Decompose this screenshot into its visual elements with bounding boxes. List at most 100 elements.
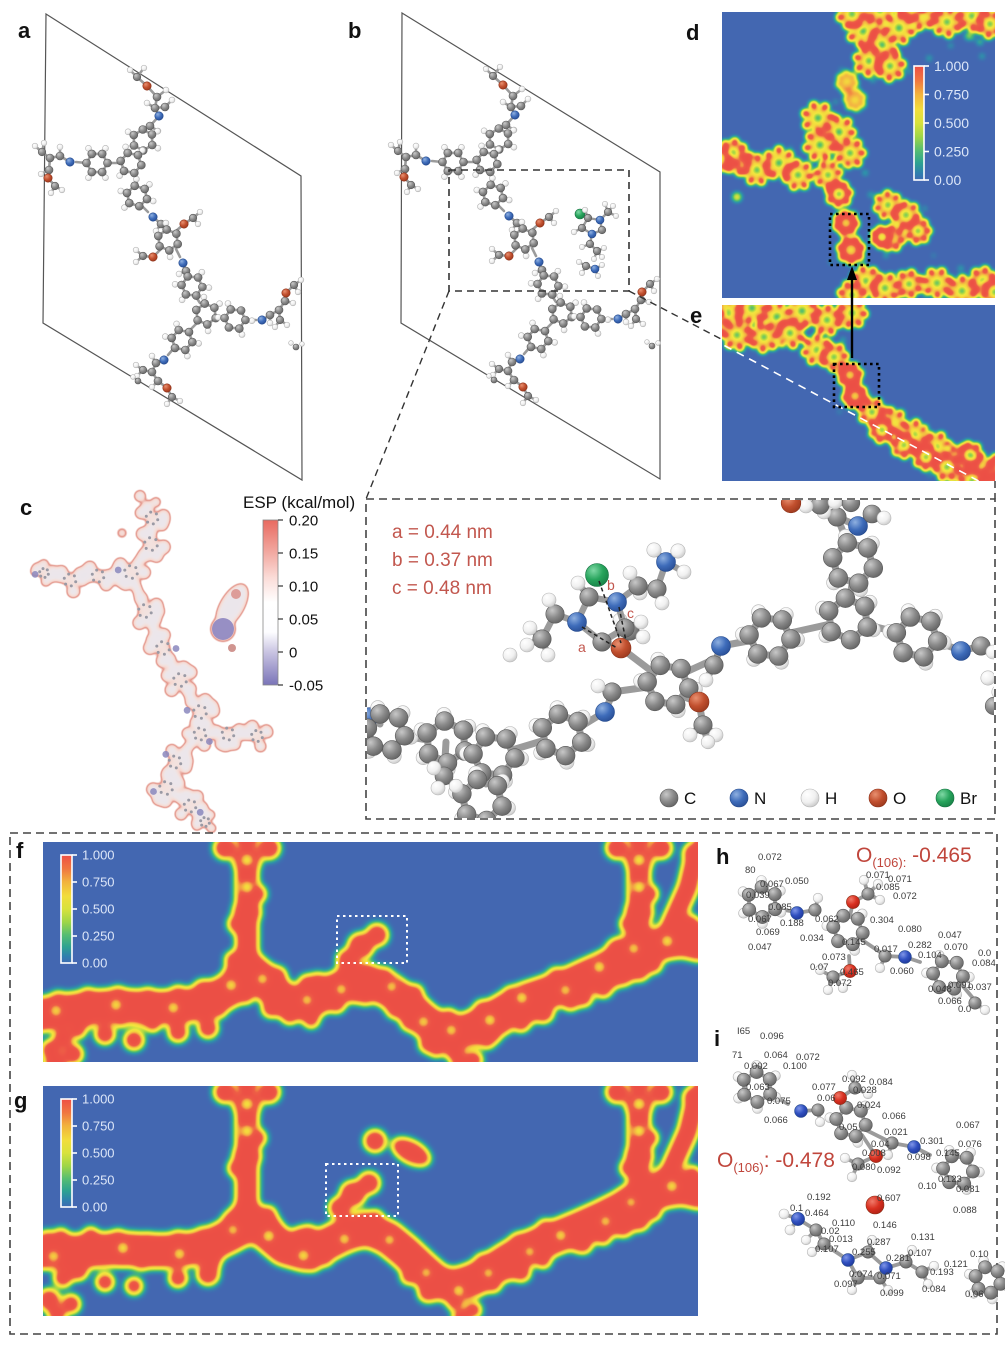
svg-text:0.072: 0.072 xyxy=(758,852,782,863)
svg-text:0.607: 0.607 xyxy=(877,1193,901,1204)
svg-text:0.092: 0.092 xyxy=(842,1074,866,1085)
svg-text:0.500: 0.500 xyxy=(82,1146,115,1161)
svg-text:0.075: 0.075 xyxy=(767,1096,791,1107)
svg-text:0.062: 0.062 xyxy=(815,914,839,925)
svg-text:0.131: 0.131 xyxy=(911,1232,935,1243)
svg-text:0.080: 0.080 xyxy=(898,924,922,935)
svg-text:0.104: 0.104 xyxy=(918,950,942,961)
svg-text:0.024: 0.024 xyxy=(857,1100,881,1111)
svg-text:80: 80 xyxy=(745,865,756,876)
svg-text:0.20: 0.20 xyxy=(289,512,318,529)
svg-text:0.039: 0.039 xyxy=(746,890,770,901)
svg-text:0.00: 0.00 xyxy=(82,956,107,971)
svg-text:0.002: 0.002 xyxy=(744,1061,768,1072)
svg-text:0.084: 0.084 xyxy=(922,1284,946,1295)
svg-text:0.250: 0.250 xyxy=(934,144,969,160)
svg-text:0.081: 0.081 xyxy=(956,1184,980,1195)
svg-text:0.080: 0.080 xyxy=(852,1162,876,1173)
svg-text:0.255: 0.255 xyxy=(852,1247,876,1258)
svg-text:0.145: 0.145 xyxy=(842,937,866,948)
svg-text:0.077: 0.077 xyxy=(812,1082,836,1093)
svg-text:0.066: 0.066 xyxy=(764,1115,788,1126)
svg-text:0.066: 0.066 xyxy=(882,1111,906,1122)
svg-text:0.146: 0.146 xyxy=(873,1220,897,1231)
svg-text:0.071: 0.071 xyxy=(866,870,890,881)
svg-text:0.047: 0.047 xyxy=(748,942,772,953)
svg-text:a: a xyxy=(578,639,586,655)
svg-text:0.037: 0.037 xyxy=(968,982,992,993)
svg-text:0.067: 0.067 xyxy=(956,1120,980,1131)
svg-text:0.071: 0.071 xyxy=(877,1271,901,1282)
svg-text:a: a xyxy=(18,18,31,43)
svg-text:0: 0 xyxy=(289,644,297,661)
svg-text:0.021: 0.021 xyxy=(884,1127,908,1138)
svg-text:0.301: 0.301 xyxy=(920,1136,944,1147)
svg-text:e: e xyxy=(690,303,702,328)
svg-text:0.10: 0.10 xyxy=(289,578,318,595)
svg-text:0.107: 0.107 xyxy=(908,1248,932,1259)
svg-text:b: b xyxy=(348,18,361,43)
svg-text:0.034: 0.034 xyxy=(800,933,824,944)
svg-text:0.500: 0.500 xyxy=(934,115,969,131)
svg-text:0.250: 0.250 xyxy=(82,929,115,944)
svg-text:0.281: 0.281 xyxy=(886,1253,910,1264)
svg-text:0.10: 0.10 xyxy=(970,1249,989,1260)
svg-text:0.017: 0.017 xyxy=(874,944,898,955)
svg-text:ESP (kcal/mol): ESP (kcal/mol) xyxy=(243,493,355,512)
svg-text:0.05: 0.05 xyxy=(839,1122,858,1133)
svg-text:0.1: 0.1 xyxy=(790,1203,803,1214)
svg-text:0.750: 0.750 xyxy=(82,1119,115,1134)
svg-text:0.107: 0.107 xyxy=(815,1244,839,1255)
svg-text:N: N xyxy=(754,789,766,808)
svg-text:1.000: 1.000 xyxy=(82,848,115,863)
svg-text:0.192: 0.192 xyxy=(807,1192,831,1203)
svg-text:0.070: 0.070 xyxy=(944,942,968,953)
svg-text:0.060: 0.060 xyxy=(890,966,914,977)
svg-text:0.063: 0.063 xyxy=(746,1082,770,1093)
svg-text:1.000: 1.000 xyxy=(934,58,969,74)
svg-text:0.100: 0.100 xyxy=(783,1061,807,1072)
svg-text:0.008: 0.008 xyxy=(862,1148,886,1159)
svg-text:0.050: 0.050 xyxy=(785,876,809,887)
svg-text:H: H xyxy=(825,789,837,808)
svg-text:0.07: 0.07 xyxy=(810,962,829,973)
svg-text:c: c xyxy=(627,605,634,621)
svg-text:d: d xyxy=(686,20,699,45)
svg-text:0.098: 0.098 xyxy=(907,1152,931,1163)
svg-text:0.145: 0.145 xyxy=(936,1148,960,1159)
svg-text:0.193: 0.193 xyxy=(930,1267,954,1278)
svg-text:O: O xyxy=(893,789,906,808)
svg-text:0.067: 0.067 xyxy=(760,879,784,890)
svg-text:0.069: 0.069 xyxy=(756,927,780,938)
svg-text:b = 0.37 nm: b = 0.37 nm xyxy=(392,550,493,571)
svg-text:c = 0.48 nm: c = 0.48 nm xyxy=(392,578,492,599)
svg-text:0.06: 0.06 xyxy=(965,1289,984,1300)
svg-text:0.028: 0.028 xyxy=(853,1085,877,1096)
svg-text:0.097: 0.097 xyxy=(834,1279,858,1290)
svg-text:c: c xyxy=(20,495,32,520)
svg-text:0.750: 0.750 xyxy=(82,875,115,890)
svg-text:0.750: 0.750 xyxy=(934,87,969,103)
svg-text:b: b xyxy=(607,577,615,593)
svg-text:0.304: 0.304 xyxy=(870,915,894,926)
svg-text:0.464: 0.464 xyxy=(805,1208,829,1219)
svg-text:71: 71 xyxy=(732,1050,743,1061)
svg-text:Br: Br xyxy=(960,789,977,808)
svg-text:0.500: 0.500 xyxy=(82,902,115,917)
svg-text:0.076: 0.076 xyxy=(958,1139,982,1150)
svg-text:i: i xyxy=(714,1026,720,1051)
svg-text:0.0: 0.0 xyxy=(958,1004,971,1015)
svg-text:I65: I65 xyxy=(737,1026,750,1037)
svg-text:0.00: 0.00 xyxy=(934,172,961,188)
svg-text:0.099: 0.099 xyxy=(880,1288,904,1299)
svg-text:0.188: 0.188 xyxy=(780,918,804,929)
svg-text:0.064: 0.064 xyxy=(764,1050,788,1061)
svg-text:-0.05: -0.05 xyxy=(289,677,323,694)
svg-text:0.05: 0.05 xyxy=(289,611,318,628)
svg-text:a = 0.44 nm: a = 0.44 nm xyxy=(392,522,493,543)
svg-text:0.047: 0.047 xyxy=(938,930,962,941)
svg-text:0.084: 0.084 xyxy=(972,958,996,969)
svg-text:0.092: 0.092 xyxy=(877,1165,901,1176)
svg-text:h: h xyxy=(716,844,729,869)
svg-text:0.096: 0.096 xyxy=(760,1031,784,1042)
